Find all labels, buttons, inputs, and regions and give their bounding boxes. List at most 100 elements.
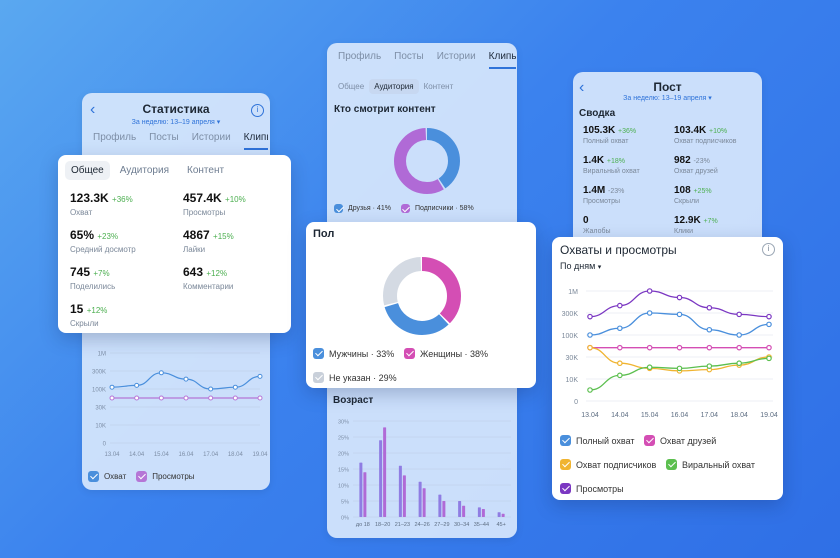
period-selector[interactable]: За неделю: 13–19 апреля ▾ [131, 119, 221, 126]
legend-views[interactable]: Просмотры [560, 483, 624, 494]
legend-views-checkbox-icon[interactable] [560, 483, 571, 494]
age-bar [481, 509, 485, 517]
tab-clips[interactable]: Клипы [243, 132, 268, 150]
metric-item: 4867 +15% Лайки [183, 228, 293, 254]
legend-subscribers[interactable]: Подписчики · 58% [400, 204, 474, 213]
tab-posts[interactable]: Посты [149, 132, 179, 143]
back-icon[interactable]: ‹ [579, 79, 585, 96]
metric-value: 1.4M [583, 185, 606, 196]
metric-value: 12.9K [674, 215, 701, 226]
age-title: Возраст [333, 395, 374, 406]
post-metric-item: 108 +25% Скрыли [674, 185, 762, 205]
legend-male-checkbox-icon[interactable] [313, 348, 324, 359]
post-metric-item: 0 Жалобы [583, 215, 671, 235]
reach-title: Охваты и просмотры [560, 243, 677, 257]
data-point [587, 344, 593, 351]
tab-profile[interactable]: Профиль [338, 51, 382, 62]
metric-value: 123.3K [70, 191, 109, 205]
legend-female-checkbox-icon[interactable] [404, 348, 415, 359]
metric-delta: +7% [93, 269, 110, 278]
data-point [158, 370, 164, 376]
metric-item: 643 +12% Комментарии [183, 265, 293, 291]
tab-clips[interactable]: Клипы [488, 51, 516, 69]
legend-friends-reach[interactable]: Охват друзей [644, 435, 716, 446]
legend-views[interactable]: Просмотры [136, 471, 195, 482]
subtab-general[interactable]: Общее [338, 82, 365, 91]
metric-item: 123.3K +36% Охват [70, 191, 180, 217]
period-selector[interactable]: За неделю: 13–19 апреля ▾ [623, 95, 712, 102]
legend-reach-checkbox-icon[interactable] [88, 471, 99, 482]
filter-dropdown[interactable]: По дням ▾ [560, 261, 602, 271]
subtab-audience[interactable]: Аудитория [369, 79, 419, 94]
metric-delta: +12% [206, 269, 228, 278]
x-tick-label: 15.04 [641, 412, 659, 419]
legend-friends[interactable]: Друзья · 41% [334, 204, 391, 213]
info-icon[interactable]: i [251, 104, 264, 117]
data-point [587, 313, 593, 320]
metric-delta: +36% [112, 195, 133, 204]
legend-viral-reach-checkbox-icon[interactable] [666, 459, 677, 470]
tab-profile[interactable]: Профиль [93, 132, 137, 143]
metric-item: 15 +12% Скрыли [70, 302, 180, 328]
y-tick-label: 0 [103, 442, 107, 448]
legend-views-checkbox-icon[interactable] [136, 471, 148, 482]
y-tick-label: 5% [341, 500, 349, 506]
post-metric-item: 1.4M -23% Просмотры [583, 185, 671, 205]
legend-full-reach[interactable]: Полный охват [560, 435, 635, 446]
metric-delta: +12% [86, 306, 108, 315]
legend-unknown[interactable]: Не указан · 29% [313, 372, 397, 383]
x-tick-label: 18.04 [730, 412, 748, 419]
y-tick-label: 100K [92, 388, 106, 394]
legend-subscribers-checkbox-icon[interactable] [400, 204, 410, 213]
y-tick-label: 10K [95, 424, 106, 430]
tab-general[interactable]: Общее [65, 161, 110, 180]
legend-friends-reach-checkbox-icon[interactable] [644, 435, 655, 446]
x-tick-label: 18–20 [375, 522, 390, 528]
donut-slice-1 [383, 257, 461, 335]
tab-stories[interactable]: Истории [191, 132, 231, 143]
metric-delta: +18% [606, 158, 626, 165]
post-panel: ‹ Пост За неделю: 13–19 апреля ▾ Сводка … [573, 72, 762, 252]
legend-subscribers-reach[interactable]: Охват подписчиков [560, 459, 656, 470]
x-tick-label: 30–34 [454, 522, 469, 528]
legend-reach[interactable]: Охват [88, 471, 126, 482]
legend-subscribers-reach-checkbox-icon[interactable] [560, 459, 571, 470]
data-point [232, 395, 238, 401]
age-bar [462, 505, 466, 517]
metric-value: 745 [70, 265, 91, 279]
tab-audience[interactable]: Аудитория [119, 165, 169, 176]
data-point [134, 395, 140, 401]
legend-viral-reach[interactable]: Виральный охват [666, 459, 755, 470]
post-title: Пост [653, 80, 682, 94]
data-point [676, 344, 683, 351]
back-icon[interactable]: ‹ [90, 101, 96, 118]
metric-value: 105.3K [583, 125, 616, 136]
metric-value: 0 [583, 215, 589, 226]
metric-value: 15 [70, 302, 84, 316]
data-point [646, 344, 653, 351]
data-point [736, 311, 742, 318]
legend-full-reach-checkbox-icon[interactable] [560, 435, 571, 446]
x-tick-label: 19.04 [252, 452, 268, 458]
legend-unknown-checkbox-icon[interactable] [313, 372, 324, 383]
subtab-content[interactable]: Контент [423, 82, 454, 91]
y-tick-label: 300K [92, 370, 106, 376]
tab-content[interactable]: Контент [187, 165, 225, 176]
legend-friends-checkbox-icon[interactable] [334, 204, 343, 213]
info-icon[interactable]: i [762, 243, 775, 256]
legend-female[interactable]: Женщины · 38% [404, 348, 488, 359]
metric-label: Средний досмотр [70, 245, 136, 254]
overview-card: Общее Аудитория Контент 123.3K +36% Охват… [58, 155, 291, 333]
data-point [617, 325, 623, 332]
legend-male[interactable]: Мужчины · 33% [313, 348, 394, 359]
x-tick-label: 19.04 [760, 412, 778, 419]
tab-posts[interactable]: Посты [394, 51, 424, 62]
y-tick-label: 0% [341, 516, 349, 522]
donut-slice-1 [394, 128, 460, 194]
tab-stories[interactable]: Истории [436, 51, 476, 62]
post-metric-item: 982 -23% Охват друзей [674, 155, 762, 175]
metric-label: Поделились [70, 282, 116, 291]
data-point [706, 326, 713, 333]
metric-value: 457.4K [183, 191, 222, 205]
metric-delta: -23% [693, 158, 710, 165]
